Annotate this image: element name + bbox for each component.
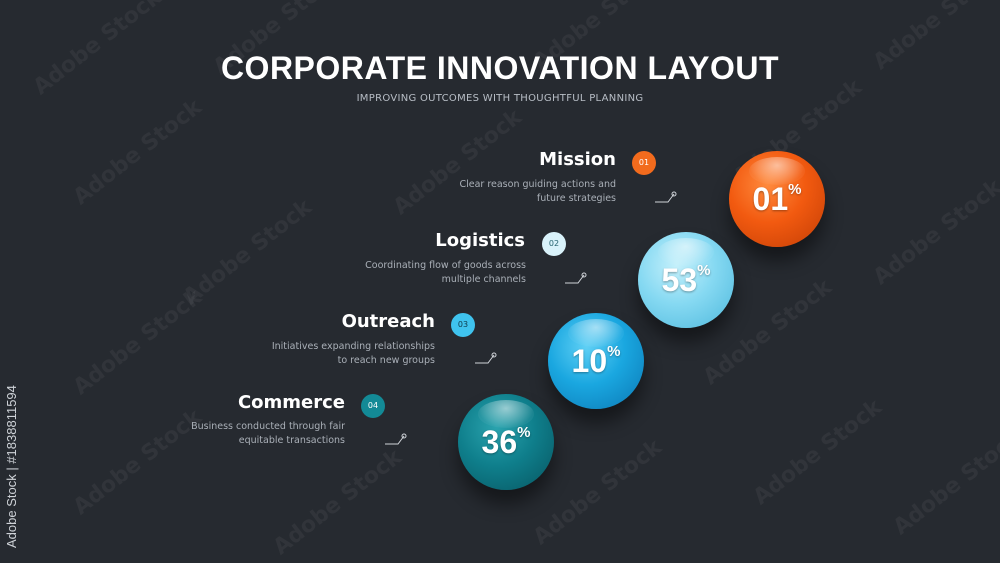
page-subtitle: IMPROVING OUTCOMES WITH THOUGHTFUL PLANN… [356, 93, 644, 104]
sphere-mission: 01% [729, 151, 825, 247]
sphere-logistics: 53% [638, 232, 734, 328]
sphere-highlight [478, 400, 534, 428]
step-number-badge: 01 [632, 151, 656, 175]
watermark: Adobe Stock [268, 444, 407, 561]
stock-id-watermark: Adobe Stock | #1838811594 [4, 385, 19, 548]
connector-icon [385, 433, 407, 445]
step-description-line: Initiatives expanding relationships [271, 341, 435, 352]
sphere-value: 01% [752, 181, 802, 217]
sphere-value: 10% [571, 343, 621, 379]
sphere-outreach: 10% [548, 313, 644, 409]
connector-icon [565, 272, 587, 284]
step-description-line: Business conducted through fair [191, 421, 345, 432]
step-description: Business conducted through fair equitabl… [125, 420, 345, 448]
sphere-commerce: 36% [458, 394, 554, 490]
step-title: Outreach [341, 311, 435, 332]
watermark: Adobe Stock [888, 424, 1000, 541]
step-title: Mission [539, 149, 616, 170]
step-description: Initiatives expanding relationships to r… [215, 340, 435, 368]
step-number-badge: 02 [542, 232, 566, 256]
sphere-highlight [749, 157, 805, 185]
connector-icon [655, 191, 677, 203]
step-title: Commerce [237, 392, 345, 413]
sphere-value: 36% [481, 424, 531, 460]
step-description-line: to reach new groups [337, 355, 435, 366]
sphere-value: 53% [661, 262, 711, 298]
sphere-highlight [658, 238, 714, 266]
step-number-badge: 04 [361, 394, 385, 418]
step-description-line: Clear reason guiding actions and [459, 179, 616, 190]
sphere-highlight [568, 319, 624, 347]
step-description-line: multiple channels [441, 274, 526, 285]
step-description: Coordinating flow of goods across multip… [306, 259, 526, 287]
step-description-line: Coordinating flow of goods across [365, 260, 526, 271]
watermark: Adobe Stock [868, 174, 1000, 291]
connector-icon [475, 352, 497, 364]
step-description: Clear reason guiding actions and future … [396, 178, 616, 206]
step-description-line: equitable transactions [238, 435, 345, 446]
step-description-line: future strategies [536, 193, 616, 204]
watermark: Adobe Stock [748, 394, 887, 511]
step-title: Logistics [435, 230, 525, 251]
watermark: Adobe Stock [178, 194, 317, 311]
watermark: Adobe Stock [68, 94, 207, 211]
page-title: CORPORATE INNOVATION LAYOUT [220, 50, 780, 86]
watermark: Adobe Stock [68, 284, 207, 401]
step-number-badge: 03 [451, 313, 475, 337]
